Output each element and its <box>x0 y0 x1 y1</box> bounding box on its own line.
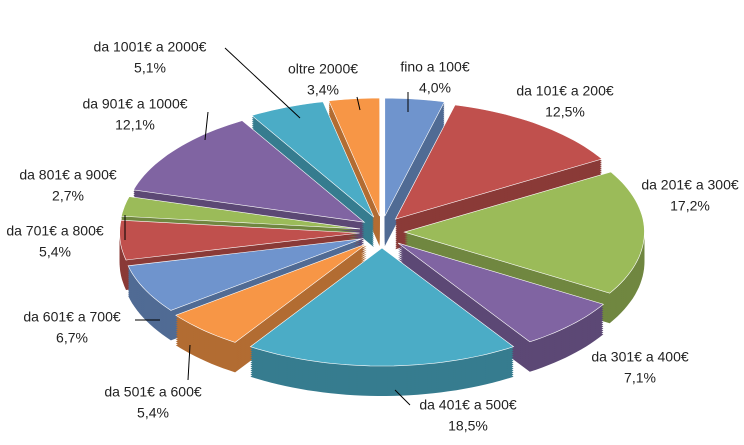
slice-label: fino a 100€ <box>400 59 469 75</box>
slice-label: da 501€ a 600€ <box>104 384 202 400</box>
slice-value-label: 7,1% <box>624 370 656 386</box>
leader-line <box>187 344 191 381</box>
slice-group <box>249 247 515 396</box>
slice-value-label: 3,4% <box>307 82 339 98</box>
slice <box>133 120 366 223</box>
slice-label: da 1001€ a 2000€ <box>94 39 207 55</box>
slice <box>251 101 375 218</box>
slice <box>403 171 645 294</box>
slice-value-label: 5,4% <box>39 244 71 260</box>
slice <box>119 219 360 261</box>
slice-group <box>397 242 605 372</box>
leader-line <box>356 96 361 111</box>
slice <box>249 247 515 367</box>
slice <box>384 97 445 217</box>
leader-line <box>394 389 411 406</box>
slice <box>394 104 603 220</box>
slice-value-label: 12,1% <box>115 117 155 133</box>
leader-line <box>204 111 209 141</box>
slice-group <box>394 104 603 250</box>
slice-value-label: 5,1% <box>134 60 166 76</box>
slice <box>127 238 362 311</box>
slice-value-label: 12,5% <box>545 104 585 120</box>
slice <box>175 243 367 343</box>
slice-label: da 701€ a 800€ <box>6 223 104 239</box>
slice-label: da 601€ a 700€ <box>23 309 121 325</box>
slice-label: da 901€ a 1000€ <box>82 96 187 112</box>
slice-group <box>175 243 367 373</box>
slice <box>397 242 605 343</box>
slice-label: da 101€ a 200€ <box>516 83 614 99</box>
slice-value-label: 5,4% <box>137 405 169 421</box>
slice-label: da 201€ a 300€ <box>641 177 739 193</box>
slice <box>121 196 361 230</box>
slice-value-label: 4,0% <box>419 80 451 96</box>
slice-value-label: 2,7% <box>52 188 84 204</box>
slice-label: da 401€ a 500€ <box>419 397 517 413</box>
slice-value-label: 6,7% <box>56 330 88 346</box>
slice-value-label: 17,2% <box>670 198 710 214</box>
slice-value-label: 18,5% <box>448 418 488 434</box>
slice-label: oltre 2000€ <box>288 61 358 77</box>
slice-group <box>403 171 645 324</box>
slice <box>328 97 380 217</box>
slice-label: da 801€ a 900€ <box>19 167 117 183</box>
leader-line <box>224 47 301 119</box>
slice-label: da 301€ a 400€ <box>591 349 689 365</box>
